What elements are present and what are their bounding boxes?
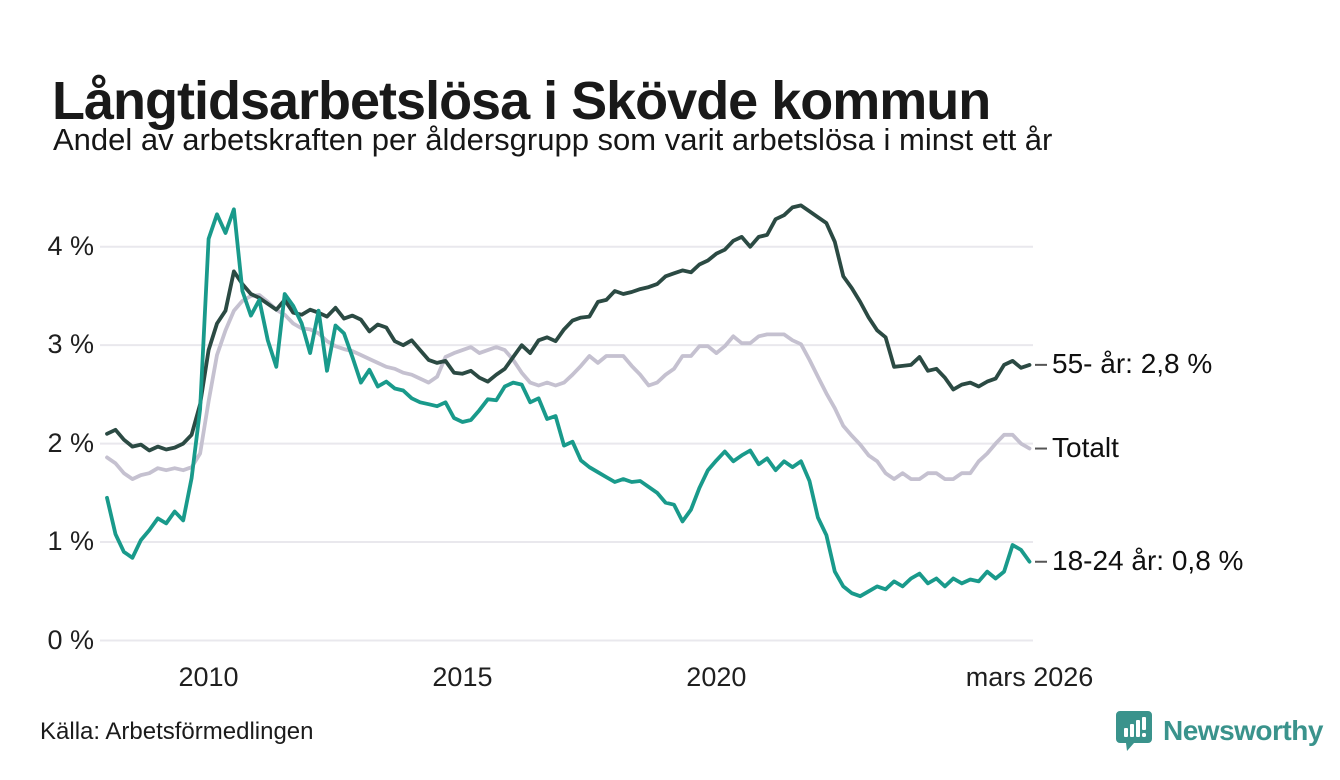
series-line-totalt (105, 293, 1032, 482)
x-axis-tick-2015: 2015 (432, 662, 493, 692)
y-axis-tick-4pct: 4 % (47, 230, 94, 261)
series-line-55-r (105, 203, 1032, 453)
y-axis-tick-1pct: 1 % (47, 526, 94, 557)
chart-subtitle: Andel av arbetskraften per åldersgrupp s… (53, 122, 1053, 157)
brand-name: Newsworthy (1163, 715, 1323, 746)
series-line-18-24-r (105, 207, 1032, 599)
bar-chart-speech-bubble-icon (1116, 711, 1152, 751)
series-end-label-18-24-ar: 18-24 år: 0,8 % (1052, 544, 1244, 576)
source-note: Källa: Arbetsförmedlingen (40, 718, 314, 745)
x-axis-tick-2020: 2020 (686, 662, 747, 692)
series-end-label-55-ar: 55- år: 2,8 % (1052, 347, 1213, 379)
newsworthy-logo: Newsworthy (1116, 709, 1323, 753)
page-title: Långtidsarbetslösa i Skövde kommun (52, 71, 991, 132)
y-axis-tick-2pct: 2 % (47, 427, 94, 458)
series-end-label-totalt: Totalt (1052, 431, 1119, 463)
y-axis-tick-3pct: 3 % (47, 329, 94, 360)
y-axis-tick-0pct: 0 % (47, 624, 94, 655)
x-axis-tick-mars-2026: mars 2026 (965, 662, 1094, 692)
x-axis-tick-2010: 2010 (178, 662, 239, 692)
